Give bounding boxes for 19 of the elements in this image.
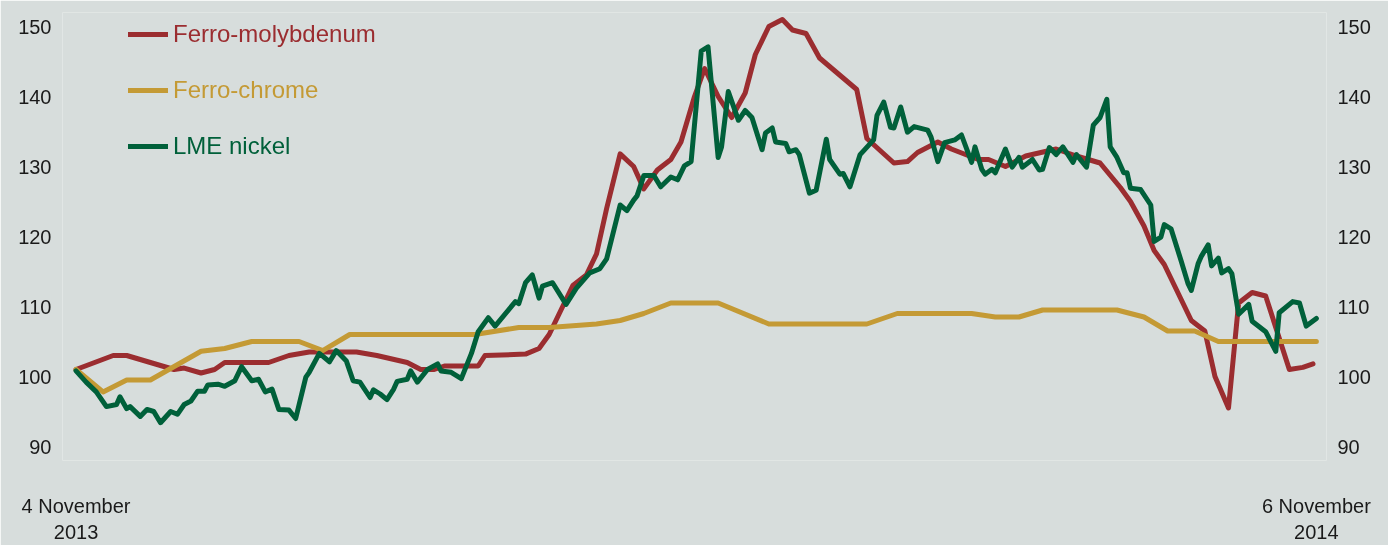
y-tick-label: 120	[18, 225, 52, 248]
legend-label: Ferro-chrome	[173, 76, 319, 104]
y2-tick-label: 90	[1337, 435, 1360, 458]
y-tick-label: 130	[18, 155, 52, 178]
y2-tick-label: 110	[1337, 295, 1370, 318]
y-tick-label: 140	[18, 85, 52, 108]
y2-tick-label: 120	[1337, 225, 1371, 248]
y2-tick-label: 140	[1337, 85, 1371, 108]
y2-tick-label: 130	[1337, 155, 1371, 178]
legend-label: Ferro-molybdenum	[173, 20, 376, 48]
legend-label: LME nickel	[173, 132, 291, 160]
y-tick-label: 110	[19, 295, 52, 318]
y2-tick-label: 100	[1337, 365, 1371, 388]
y-tick-label: 90	[29, 435, 52, 458]
x-tick-label: 6 November 2014	[1261, 494, 1372, 543]
y-tick-label: 100	[18, 365, 52, 388]
x-tick-label: 4 November 2013	[21, 494, 131, 543]
y-tick-label: 150	[18, 15, 52, 38]
y2-tick-label: 150	[1337, 15, 1371, 38]
